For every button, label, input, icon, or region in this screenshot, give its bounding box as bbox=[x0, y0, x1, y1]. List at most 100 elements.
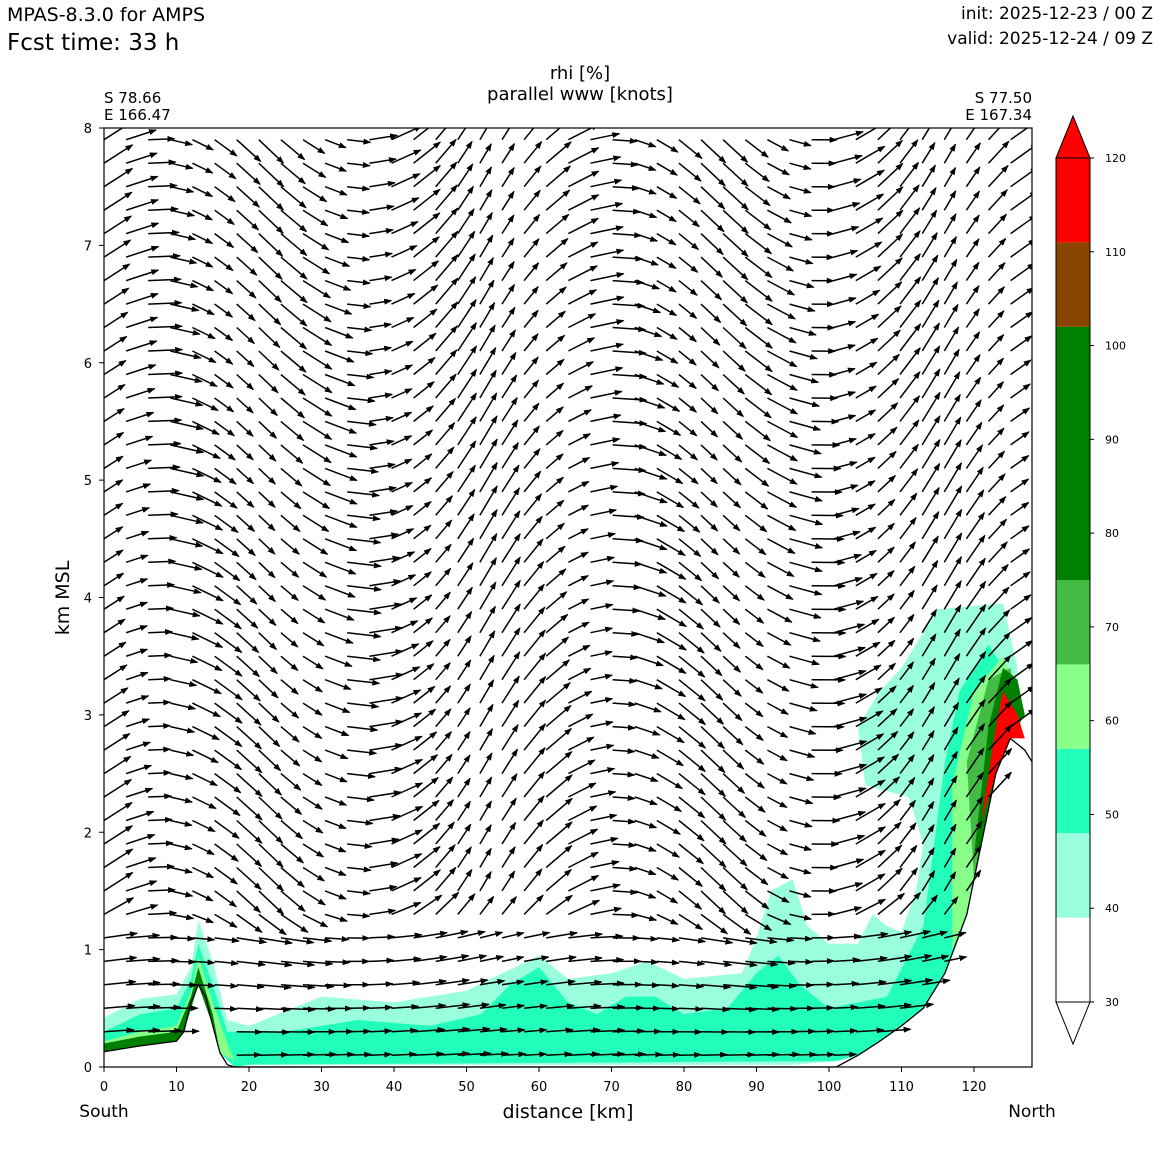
wind-vector bbox=[148, 440, 182, 447]
wind-vector bbox=[523, 425, 540, 446]
wind-vector bbox=[347, 538, 382, 545]
wind-vector bbox=[280, 983, 316, 990]
wind-vector bbox=[678, 702, 707, 726]
wind-vector bbox=[170, 467, 205, 478]
wind-vector bbox=[612, 795, 636, 802]
wind-vector bbox=[612, 161, 639, 168]
wind-vector bbox=[568, 170, 600, 188]
wind-vector bbox=[413, 141, 441, 164]
wind-vector bbox=[170, 279, 199, 289]
wind-vector bbox=[899, 371, 921, 399]
wind-vector bbox=[700, 702, 725, 725]
wind-vector bbox=[545, 591, 568, 610]
wind-vector bbox=[656, 585, 687, 604]
wind-vector bbox=[921, 681, 936, 704]
wind-vector bbox=[1010, 311, 1032, 329]
wind-vector bbox=[921, 657, 936, 681]
wind-vector bbox=[104, 1003, 136, 1010]
colorbar-band bbox=[1056, 326, 1090, 580]
wind-vector bbox=[435, 397, 456, 422]
wind-vector bbox=[634, 866, 657, 876]
wind-vector bbox=[700, 655, 723, 677]
wind-vector bbox=[104, 431, 125, 446]
wind-vector bbox=[921, 608, 938, 634]
wind-vector bbox=[236, 561, 257, 581]
wind-vector bbox=[833, 273, 858, 282]
wind-vector bbox=[369, 485, 397, 493]
wind-vector bbox=[369, 1028, 393, 1035]
wind-vector bbox=[369, 345, 393, 352]
wind-vector bbox=[125, 810, 155, 822]
wind-vector bbox=[1010, 662, 1032, 681]
wind-vector bbox=[192, 139, 214, 151]
wind-vector bbox=[943, 485, 963, 516]
wind-vector bbox=[590, 342, 625, 352]
wind-vector bbox=[965, 771, 984, 798]
wind-vector bbox=[634, 749, 660, 759]
wind-vector bbox=[656, 702, 686, 721]
wind-vector bbox=[280, 843, 305, 864]
wind-vector bbox=[767, 397, 799, 415]
wind-vector bbox=[125, 601, 149, 610]
wind-vector bbox=[656, 256, 677, 269]
wind-vector bbox=[457, 298, 477, 328]
wind-vector bbox=[192, 350, 217, 364]
wind-vector bbox=[280, 632, 299, 648]
wind-vector bbox=[214, 913, 238, 928]
wind-vector bbox=[943, 604, 962, 634]
wind-vector bbox=[833, 530, 861, 540]
wind-vector bbox=[302, 186, 328, 203]
colorbar-tick-label: 80 bbox=[1105, 527, 1119, 540]
wind-vector bbox=[104, 263, 131, 282]
wind-vector bbox=[280, 256, 308, 280]
wind-vector bbox=[899, 207, 921, 235]
wind-vector bbox=[302, 444, 332, 464]
wind-vector bbox=[700, 256, 724, 278]
wind-vector bbox=[347, 467, 380, 475]
wind-vector bbox=[236, 420, 254, 437]
wind-vector bbox=[280, 162, 306, 185]
wind-vector bbox=[767, 679, 790, 692]
wind-vector bbox=[170, 819, 193, 827]
wind-vector bbox=[413, 1027, 446, 1034]
wind-vector bbox=[745, 983, 780, 990]
wind-vector bbox=[987, 724, 1013, 751]
wind-vector bbox=[987, 404, 1005, 422]
wind-vector bbox=[302, 702, 323, 716]
wind-vector bbox=[170, 585, 202, 595]
wind-vector bbox=[457, 321, 477, 352]
wind-vector bbox=[479, 630, 496, 657]
wind-vector bbox=[236, 397, 254, 414]
wind-vector bbox=[280, 819, 304, 840]
wind-vector bbox=[435, 230, 459, 258]
wind-vector bbox=[125, 554, 149, 564]
wind-vector bbox=[899, 347, 921, 375]
wind-vector bbox=[435, 821, 455, 845]
wind-vector bbox=[700, 960, 733, 968]
wind-vector bbox=[302, 256, 331, 275]
wind-vector bbox=[479, 369, 497, 399]
colorbar-extend-min bbox=[1055, 1001, 1091, 1046]
wind-vector bbox=[590, 202, 624, 211]
wind-vector bbox=[700, 632, 722, 652]
wind-vector bbox=[855, 931, 889, 939]
wind-vector bbox=[302, 843, 325, 858]
wind-vector bbox=[833, 623, 866, 634]
wind-vector bbox=[789, 279, 815, 289]
wind-vector bbox=[921, 730, 935, 751]
wind-vector bbox=[369, 766, 403, 775]
wind-vector bbox=[568, 1051, 600, 1058]
wind-vector bbox=[125, 625, 149, 634]
wind-vector bbox=[214, 256, 234, 272]
wind-vector bbox=[545, 499, 565, 516]
wind-vector bbox=[899, 867, 919, 892]
wind-vector bbox=[501, 464, 520, 493]
x-tick-label: 80 bbox=[676, 1080, 693, 1095]
wind-vector bbox=[987, 262, 1006, 282]
wind-vector bbox=[170, 350, 202, 360]
wind-vector bbox=[833, 507, 860, 517]
wind-vector bbox=[568, 955, 603, 963]
wind-vector bbox=[236, 796, 263, 821]
wind-vector bbox=[944, 955, 968, 963]
wind-vector bbox=[391, 782, 424, 798]
